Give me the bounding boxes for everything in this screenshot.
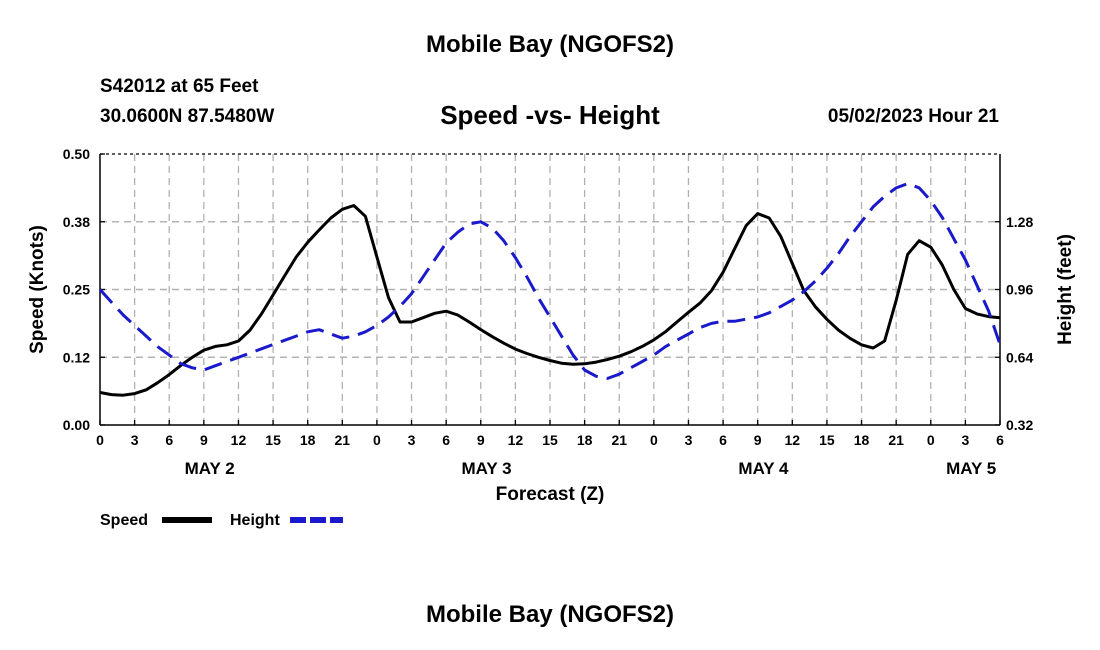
chart-title-top: Mobile Bay (NGOFS2) [425, 31, 675, 58]
x-tick-label: 21 [335, 432, 351, 448]
chart-subtitle: Speed -vs- Height [440, 100, 660, 130]
y-right-tick-label: 0.32 [1006, 417, 1033, 433]
y-right-tick-label: 0.64 [1006, 349, 1033, 365]
x-day-label: MAY 3 [461, 459, 511, 478]
legend-height-label: Height [230, 512, 280, 529]
x-tick-label: 9 [200, 432, 208, 448]
x-tick-label: 12 [508, 432, 524, 448]
x-tick-label: 6 [996, 432, 1004, 448]
x-tick-label: 15 [819, 432, 835, 448]
x-tick-label: 0 [96, 432, 104, 448]
x-tick-label: 15 [265, 432, 281, 448]
x-axis-title: Forecast (Z) [496, 484, 605, 505]
x-tick-label: 3 [408, 432, 416, 448]
y-left-axis-title: Speed (Knots) [27, 225, 48, 354]
legend-speed-label: Speed [100, 512, 148, 529]
x-tick-label: 15 [542, 432, 558, 448]
coordinates-label: 30.0600N 87.5480W [100, 106, 275, 127]
x-tick-label: 18 [300, 432, 316, 448]
x-tick-label: 0 [650, 432, 658, 448]
x-tick-label: 12 [231, 432, 247, 448]
x-tick-label: 3 [685, 432, 693, 448]
x-tick-label: 9 [754, 432, 762, 448]
station-label: S42012 at 65 Feet [100, 76, 259, 97]
y-left-tick-label: 0.25 [63, 282, 90, 298]
x-day-label: MAY 2 [185, 459, 235, 478]
x-tick-label: 9 [477, 432, 485, 448]
series-speed-line [99, 204, 1001, 397]
y-right-tick-label: 0.96 [1006, 282, 1033, 298]
y-right-tick-label: 1.28 [1006, 214, 1033, 230]
x-day-label: MAY 4 [738, 459, 789, 478]
chart-title-bottom: Mobile Bay (NGOFS2) [425, 601, 675, 628]
y-left-tick-label: 0.12 [63, 349, 90, 365]
y-left-tick-label: 0.00 [63, 417, 90, 433]
y-left-tick-label: 0.50 [63, 146, 90, 162]
x-tick-label: 6 [719, 432, 727, 448]
y-left-tick-label: 0.38 [63, 214, 90, 230]
x-tick-label: 0 [927, 432, 935, 448]
x-tick-label: 18 [854, 432, 870, 448]
x-tick-label: 3 [131, 432, 139, 448]
x-tick-label: 21 [611, 432, 627, 448]
x-tick-label: 6 [165, 432, 173, 448]
run-time-label: 05/02/2023 Hour 21 [827, 106, 999, 127]
x-tick-label: 21 [888, 432, 904, 448]
x-tick-label: 18 [577, 432, 593, 448]
x-tick-label: 0 [373, 432, 381, 448]
y-right-axis-title: Height (feet) [1055, 234, 1076, 345]
x-tick-label: 6 [442, 432, 450, 448]
x-tick-label: 12 [785, 432, 801, 448]
x-day-label: MAY 5 [946, 459, 996, 478]
x-tick-label: 3 [961, 432, 969, 448]
